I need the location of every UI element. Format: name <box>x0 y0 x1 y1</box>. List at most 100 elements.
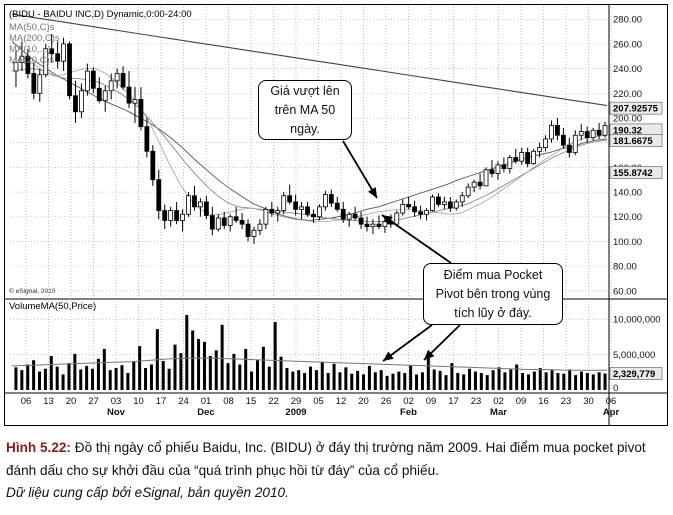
x-month-label: Feb <box>400 407 417 418</box>
volume-bar <box>450 363 454 390</box>
volume-bar <box>568 369 572 390</box>
volume-bar <box>273 322 277 390</box>
source-note: © eSignal, 2010 <box>9 287 56 295</box>
volume-bar <box>173 344 177 390</box>
ma-legend-entry: MA(200,C)s <box>9 33 60 44</box>
volume-bar <box>226 363 230 390</box>
candle-down <box>406 203 412 208</box>
price-marker-box <box>609 101 663 115</box>
candle-up <box>453 201 459 209</box>
volume-bar <box>415 374 419 390</box>
x-month-label: Apr <box>603 407 620 418</box>
candle-down <box>67 43 72 97</box>
candle-down <box>203 201 209 216</box>
caption-source: Dữ liệu cung cấp bởi eSignal, bản quyền … <box>6 485 289 500</box>
candle-up <box>602 124 608 136</box>
volume-bar <box>220 324 224 390</box>
candle-up <box>519 152 525 162</box>
candle-down <box>340 208 346 220</box>
x-day-label: 12 <box>336 396 347 407</box>
candle-up <box>495 164 501 174</box>
candle-down <box>269 208 275 214</box>
x-day-label: 17 <box>156 396 167 407</box>
candle-up <box>483 169 489 187</box>
volume-marker-label: 2,329,779 <box>613 369 655 380</box>
volume-bar <box>250 371 254 390</box>
volume-bar <box>526 374 530 390</box>
candle-down <box>239 220 245 225</box>
candle-down <box>376 223 382 228</box>
volume-bar <box>550 370 554 390</box>
candle-down <box>305 206 310 215</box>
x-day-label: 23 <box>471 396 482 407</box>
volume-bar <box>91 368 95 390</box>
x-month-label: Mar <box>490 407 507 418</box>
x-day-label: 03 <box>111 396 122 407</box>
x-day-label: 09 <box>426 396 437 407</box>
candle-up <box>531 150 537 165</box>
volume-bar <box>456 373 460 390</box>
candle-down <box>525 152 531 165</box>
volume-bar <box>197 339 201 390</box>
price-tick-label: 260.00 <box>613 39 642 50</box>
volume-bar <box>85 365 89 390</box>
candle-down <box>311 213 316 218</box>
x-day-label: 02 <box>403 396 414 407</box>
price-marker-label: 155.8742 <box>613 168 653 179</box>
price-tick-label: 240.00 <box>613 64 642 75</box>
volume-bar <box>20 370 24 390</box>
price-marker-label: 181.6675 <box>613 136 653 147</box>
volume-bar <box>314 370 318 390</box>
candle-up <box>394 212 400 225</box>
x-day-label: 09 <box>516 396 527 407</box>
volume-bar <box>444 375 448 390</box>
volume-bar <box>579 371 583 390</box>
x-day-label: 02 <box>493 396 504 407</box>
annotation-line: Điểm mua Pocket <box>443 268 543 282</box>
candle-down <box>126 86 132 104</box>
figure-label: Hình 5.22: <box>6 440 71 455</box>
candle-up <box>322 194 328 208</box>
candle-down <box>364 223 370 228</box>
volume-bar <box>132 361 136 390</box>
candle-up <box>19 55 25 63</box>
volume-bar <box>409 365 413 390</box>
volume-bar <box>279 356 283 390</box>
volume-bar <box>238 364 242 390</box>
volume-ma-line <box>11 357 607 371</box>
candle-up <box>198 201 203 208</box>
candle-up <box>79 90 84 113</box>
candle-up <box>263 208 269 225</box>
candle-down <box>245 223 251 237</box>
volume-bar <box>244 348 248 390</box>
candle-up <box>43 48 49 76</box>
candle-down <box>566 144 572 153</box>
candle-up <box>424 210 429 215</box>
candle-down <box>334 202 340 210</box>
volume-bar <box>144 368 148 390</box>
volume-bar <box>326 373 330 390</box>
annotation-pocket-pivot: Điểm mua Pocket Pivot bên trong vùng tíc… <box>423 263 563 325</box>
candle-down <box>25 55 31 74</box>
candle-down <box>73 95 78 113</box>
volume-bar <box>426 355 430 390</box>
arrow-pocket-pivot-volume-1 <box>382 324 433 362</box>
x-day-label: 20 <box>358 396 369 407</box>
x-day-label: 29 <box>291 396 302 407</box>
volume-bar <box>332 363 336 390</box>
volume-bar <box>214 350 218 390</box>
price-volume-chart: 60.0080.00100.00120.00140.00160.00180.00… <box>5 5 667 425</box>
candle-up <box>281 195 287 211</box>
volume-bar <box>497 367 501 390</box>
volume-bar <box>432 369 436 390</box>
x-month-label: Dec <box>197 407 214 418</box>
candle-up <box>430 196 435 211</box>
volume-bar <box>397 371 401 390</box>
candle-down <box>418 211 423 215</box>
candle-up <box>507 157 513 169</box>
volume-marker-box <box>609 367 663 380</box>
candle-up <box>132 99 138 104</box>
x-day-label: 01 <box>201 396 212 407</box>
volume-bar <box>509 369 513 390</box>
x-day-label: 16 <box>538 396 549 407</box>
